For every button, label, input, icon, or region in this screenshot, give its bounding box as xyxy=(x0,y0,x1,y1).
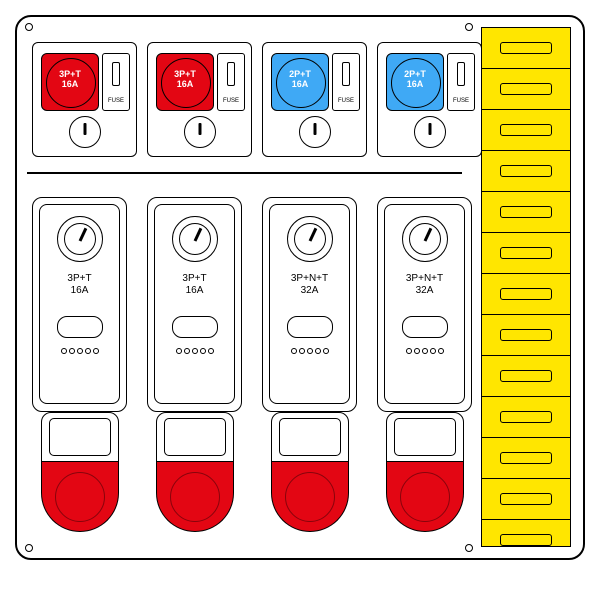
din-slot[interactable] xyxy=(482,69,570,110)
vent-dots xyxy=(290,348,330,358)
din-slot[interactable] xyxy=(482,356,570,397)
din-tab-icon xyxy=(500,206,552,218)
switch-body: 3P+N+T32A xyxy=(377,197,472,412)
din-tab-icon xyxy=(500,165,552,177)
switch-body: 3P+T16A xyxy=(32,197,127,412)
socket-icon[interactable]: 2P+T16A xyxy=(271,53,329,111)
rotary-switch-icon[interactable] xyxy=(402,216,448,262)
interlocked-socket: 3P+T16A xyxy=(32,197,127,532)
din-slot[interactable] xyxy=(482,28,570,69)
din-slot[interactable] xyxy=(482,192,570,233)
socket-label: 2P+T16A xyxy=(387,70,443,90)
rotary-switch-icon[interactable] xyxy=(57,216,103,262)
fuse-holder[interactable]: FUSE xyxy=(332,53,360,111)
din-tab-icon xyxy=(500,493,552,505)
plug-outlet[interactable] xyxy=(156,412,234,532)
plug-outlet[interactable] xyxy=(41,412,119,532)
switch-label: 3P+T16A xyxy=(148,273,241,297)
din-rail xyxy=(481,27,571,547)
socket-icon[interactable]: 2P+T16A xyxy=(386,53,444,111)
din-tab-icon xyxy=(500,83,552,95)
distribution-panel: 3P+T16AFUSE3P+T16AFUSE2P+T16AFUSE2P+T16A… xyxy=(15,15,585,560)
socket-label: 3P+T16A xyxy=(157,70,213,90)
plug-outlet[interactable] xyxy=(271,412,349,532)
din-tab-icon xyxy=(500,411,552,423)
mount-hole-icon xyxy=(25,23,33,31)
vent-dots xyxy=(405,348,445,358)
socket-icon[interactable]: 3P+T16A xyxy=(41,53,99,111)
din-tab-icon xyxy=(500,124,552,136)
din-slot[interactable] xyxy=(482,520,570,560)
rotary-switch-icon[interactable] xyxy=(69,116,101,148)
fuse-label: FUSE xyxy=(103,98,129,104)
bottom-socket-row: 3P+T16A 3P+T16A 3P+N+T32A 3P+N+T32A xyxy=(32,197,472,532)
din-slot[interactable] xyxy=(482,315,570,356)
rotary-switch-icon[interactable] xyxy=(299,116,331,148)
din-slot[interactable] xyxy=(482,438,570,479)
switch-label: 3P+N+T32A xyxy=(378,273,471,297)
interlocked-socket: 3P+T16A xyxy=(147,197,242,532)
din-slot[interactable] xyxy=(482,397,570,438)
switch-body: 3P+T16A xyxy=(147,197,242,412)
fuse-label: FUSE xyxy=(218,98,244,104)
top-module: 3P+T16A FUSE xyxy=(147,42,252,157)
din-tab-icon xyxy=(500,329,552,341)
top-module: 3P+T16A FUSE xyxy=(32,42,137,157)
fuse-label: FUSE xyxy=(333,98,359,104)
fuse-label: FUSE xyxy=(448,98,474,104)
interlocked-socket: 3P+N+T32A xyxy=(377,197,472,532)
din-tab-icon xyxy=(500,42,552,54)
fuse-holder[interactable]: FUSE xyxy=(102,53,130,111)
din-tab-icon xyxy=(500,288,552,300)
switch-body: 3P+N+T32A xyxy=(262,197,357,412)
din-slot[interactable] xyxy=(482,151,570,192)
din-slot[interactable] xyxy=(482,233,570,274)
top-module: 2P+T16A FUSE xyxy=(262,42,367,157)
top-socket-row: 3P+T16AFUSE3P+T16AFUSE2P+T16AFUSE2P+T16A… xyxy=(32,42,482,157)
indicator-window xyxy=(57,316,103,338)
din-tab-icon xyxy=(500,534,552,546)
rotary-switch-icon[interactable] xyxy=(184,116,216,148)
switch-label: 3P+T16A xyxy=(33,273,126,297)
din-tab-icon xyxy=(500,247,552,259)
divider-line xyxy=(27,172,462,174)
vent-dots xyxy=(60,348,100,358)
socket-icon[interactable]: 3P+T16A xyxy=(156,53,214,111)
top-module: 2P+T16A FUSE xyxy=(377,42,482,157)
din-tab-icon xyxy=(500,370,552,382)
mount-hole-icon xyxy=(25,544,33,552)
din-slot[interactable] xyxy=(482,479,570,520)
fuse-holder[interactable]: FUSE xyxy=(447,53,475,111)
mount-hole-icon xyxy=(465,23,473,31)
fuse-holder[interactable]: FUSE xyxy=(217,53,245,111)
din-slot[interactable] xyxy=(482,110,570,151)
rotary-switch-icon[interactable] xyxy=(287,216,333,262)
plug-outlet[interactable] xyxy=(386,412,464,532)
interlocked-socket: 3P+N+T32A xyxy=(262,197,357,532)
vent-dots xyxy=(175,348,215,358)
din-tab-icon xyxy=(500,452,552,464)
indicator-window xyxy=(402,316,448,338)
socket-label: 2P+T16A xyxy=(272,70,328,90)
rotary-switch-icon[interactable] xyxy=(414,116,446,148)
mount-hole-icon xyxy=(465,544,473,552)
switch-label: 3P+N+T32A xyxy=(263,273,356,297)
socket-label: 3P+T16A xyxy=(42,70,98,90)
rotary-switch-icon[interactable] xyxy=(172,216,218,262)
din-slot[interactable] xyxy=(482,274,570,315)
indicator-window xyxy=(287,316,333,338)
indicator-window xyxy=(172,316,218,338)
